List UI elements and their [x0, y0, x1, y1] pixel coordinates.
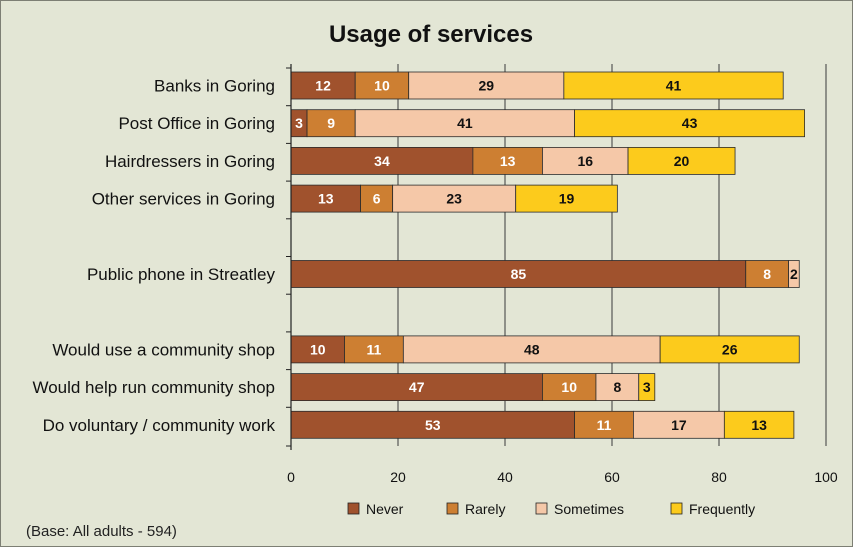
chart-title: Usage of services: [329, 21, 533, 48]
value-label-never-hairdressers-in-goring: 34: [374, 153, 390, 169]
value-label-sometimes-hairdressers-in-goring: 16: [577, 153, 593, 169]
value-label-rarely-do-voluntary-community-work: 11: [597, 417, 612, 433]
bar-never-public-phone-in-streatley: [290, 260, 747, 288]
value-label-rarely-banks-in-goring: 10: [374, 78, 390, 94]
value-label-never-would-help-run-community-shop: 47: [409, 379, 425, 395]
bar-rarely-other-services-in-goring: [360, 184, 394, 213]
value-label-frequently-post-office-in-goring: 43: [682, 115, 698, 131]
value-label-rarely-public-phone-in-streatley: 8: [763, 266, 771, 282]
category-label-banks-in-goring: Banks in Goring: [154, 77, 275, 96]
category-label-post-office-in-goring: Post Office in Goring: [118, 114, 275, 133]
legend-swatch-never: [347, 502, 360, 515]
category-label-hairdressers-in-goring: Hairdressers in Goring: [105, 152, 275, 171]
bar-frequently-would-use-a-community-shop: [659, 335, 800, 364]
value-label-frequently-hairdressers-in-goring: 20: [674, 153, 690, 169]
x-tick-label-0: 0: [287, 469, 295, 485]
value-label-never-do-voluntary-community-work: 53: [425, 417, 441, 433]
legend-label-never: Never: [366, 501, 404, 517]
value-label-frequently-banks-in-goring: 41: [666, 78, 682, 94]
value-label-rarely-hairdressers-in-goring: 13: [500, 153, 516, 169]
bar-rarely-do-voluntary-community-work: [574, 410, 634, 439]
value-label-frequently-would-help-run-community-shop: 3: [643, 379, 651, 395]
bar-never-would-use-a-community-shop: [290, 335, 345, 364]
bar-frequently-other-services-in-goring: [515, 184, 618, 213]
value-label-sometimes-would-help-run-community-shop: 8: [613, 379, 621, 395]
bar-frequently-would-help-run-community-shop: [638, 373, 656, 402]
value-label-never-other-services-in-goring: 13: [318, 191, 334, 207]
legend-label-frequently: Frequently: [689, 501, 755, 517]
value-label-sometimes-public-phone-in-streatley: 2: [790, 266, 798, 282]
bar-rarely-would-help-run-community-shop: [542, 373, 597, 402]
bar-sometimes-public-phone-in-streatley: [788, 260, 800, 288]
bar-frequently-banks-in-goring: [563, 71, 784, 100]
value-label-sometimes-would-use-a-community-shop: 48: [524, 341, 540, 357]
value-label-sometimes-banks-in-goring: 29: [478, 78, 494, 94]
bar-sometimes-post-office-in-goring: [354, 109, 575, 138]
category-label-would-use-a-community-shop: Would use a community shop: [52, 340, 275, 359]
value-label-rarely-post-office-in-goring: 9: [327, 115, 335, 131]
value-label-sometimes-post-office-in-goring: 41: [457, 115, 473, 131]
bar-never-hairdressers-in-goring: [290, 146, 474, 175]
value-label-rarely-would-help-run-community-shop: 10: [561, 379, 577, 395]
bar-never-would-help-run-community-shop: [290, 373, 543, 402]
value-label-never-banks-in-goring: 12: [315, 78, 331, 94]
bar-rarely-post-office-in-goring: [306, 109, 356, 138]
x-tick-label-100: 100: [814, 469, 838, 485]
bar-sometimes-would-use-a-community-shop: [402, 335, 661, 364]
value-label-rarely-would-use-a-community-shop: 11: [367, 341, 382, 357]
value-label-never-public-phone-in-streatley: 85: [511, 266, 527, 282]
bar-never-other-services-in-goring: [290, 184, 361, 213]
value-label-frequently-do-voluntary-community-work: 13: [751, 417, 767, 433]
bar-rarely-public-phone-in-streatley: [745, 260, 789, 288]
legend-swatch-rarely: [446, 502, 459, 515]
x-axis: 0 20 40 60 80 100: [286, 64, 838, 485]
value-label-never-would-use-a-community-shop: 10: [310, 341, 326, 357]
x-tick-label-40: 40: [497, 469, 513, 485]
bar-frequently-do-voluntary-community-work: [723, 410, 795, 439]
bar-sometimes-other-services-in-goring: [392, 184, 517, 213]
value-label-sometimes-other-services-in-goring: 23: [446, 191, 462, 207]
legend-swatch-frequently: [670, 502, 683, 515]
bar-sometimes-do-voluntary-community-work: [633, 410, 725, 439]
value-label-frequently-other-services-in-goring: 19: [559, 191, 575, 207]
value-label-never-post-office-in-goring: 3: [295, 115, 303, 131]
bar-frequently-post-office-in-goring: [574, 109, 805, 138]
base-note: (Base: All adults - 594): [26, 523, 177, 540]
legend-label-sometimes: Sometimes: [554, 501, 624, 517]
category-label-do-voluntary-community-work: Do voluntary / community work: [43, 416, 276, 435]
category-label-public-phone-in-streatley: Public phone in Streatley: [87, 265, 276, 284]
bar-frequently-hairdressers-in-goring: [627, 146, 736, 175]
value-label-sometimes-do-voluntary-community-work: 17: [671, 417, 687, 433]
x-tick-label-20: 20: [390, 469, 406, 485]
x-tick-label-60: 60: [604, 469, 620, 485]
bar-sometimes-would-help-run-community-shop: [595, 373, 640, 402]
legend-swatch-sometimes: [535, 502, 548, 515]
legend: Never Rarely Sometimes Frequently: [347, 501, 755, 517]
bar-sometimes-hairdressers-in-goring: [542, 146, 629, 175]
value-label-frequently-would-use-a-community-shop: 26: [722, 341, 738, 357]
category-labels: Banks in Goring Post Office in Goring Hair…: [32, 77, 275, 435]
legend-label-rarely: Rarely: [465, 501, 505, 517]
value-label-rarely-other-services-in-goring: 6: [373, 191, 381, 207]
x-tick-label-80: 80: [711, 469, 727, 485]
category-label-other-services-in-goring: Other services in Goring: [92, 190, 275, 209]
bar-rarely-banks-in-goring: [354, 71, 410, 100]
category-label-would-help-run-community-shop: Would help run community shop: [32, 378, 275, 397]
bar-never-do-voluntary-community-work: [290, 410, 575, 439]
